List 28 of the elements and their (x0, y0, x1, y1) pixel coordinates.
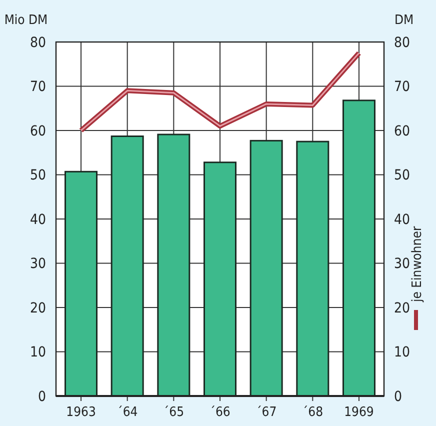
y2-tick-label: 40 (394, 212, 410, 228)
y-axis-title: Mio DM (4, 13, 48, 28)
x-tick-label: ´64 (116, 405, 138, 420)
y2-tick-label: 60 (394, 123, 410, 140)
y-tick-label: 20 (30, 300, 46, 316)
x-tick-label: 1963 (66, 405, 96, 420)
y2-tick-label: 10 (394, 344, 410, 361)
y2-tick-label: 30 (394, 256, 410, 272)
y-tick-label: 50 (30, 168, 46, 184)
y2-tick-label: 70 (394, 79, 410, 96)
y-tick-label: 60 (30, 123, 46, 140)
y-tick-label: 40 (30, 212, 46, 228)
x-tick-label: ´66 (210, 405, 230, 420)
y-tick-label: 70 (30, 79, 46, 96)
y2-tick-label: 0 (394, 388, 402, 405)
y-tick-label: 30 (30, 256, 46, 272)
text: je Einwohner (410, 226, 425, 303)
x-tick-label: ´67 (256, 405, 277, 420)
x-tick-label: ´65 (163, 405, 184, 420)
y2-tick-label: 20 (394, 300, 410, 316)
y-tick-label: 80 (30, 34, 46, 51)
y2-axis-title: DM (394, 13, 414, 28)
x-tick-label: 1969 (344, 405, 374, 420)
y2-tick-label: 80 (394, 34, 410, 51)
y-tick-label: 10 (30, 344, 46, 361)
y-tick-label: 0 (38, 388, 46, 405)
x-tick-label: ´68 (302, 405, 324, 420)
y2-tick-label: 50 (394, 168, 410, 184)
